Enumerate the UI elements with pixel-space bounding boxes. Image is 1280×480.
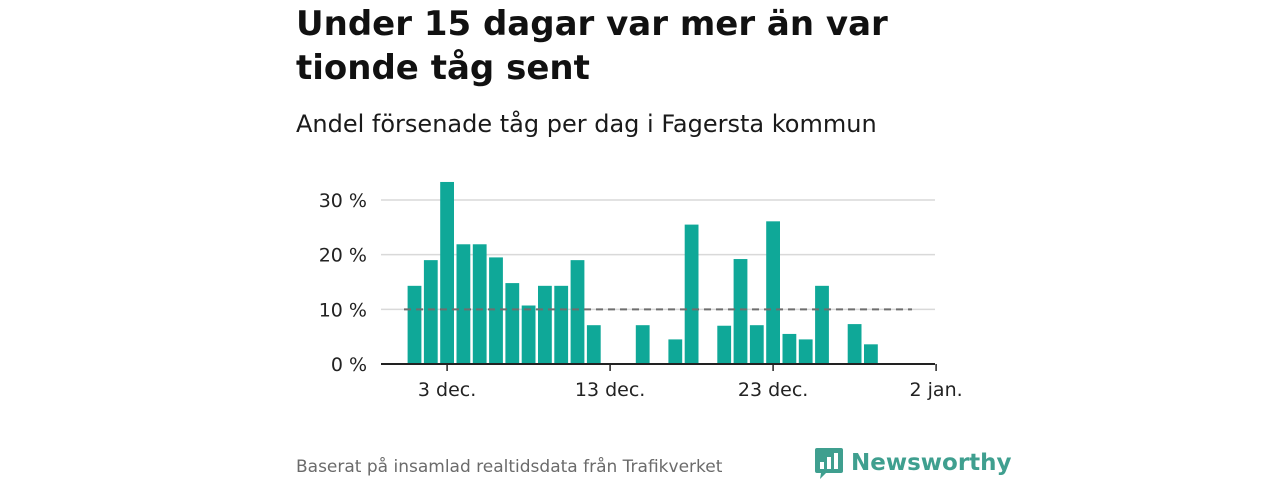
bar <box>815 285 829 364</box>
chart-subtitle: Andel försenade tåg per dag i Fagersta k… <box>296 110 877 138</box>
chart-title: Under 15 dagar var mer än var tionde tåg… <box>296 4 888 88</box>
y-tick-label: 20 % <box>319 245 367 267</box>
bar <box>554 285 569 364</box>
brand-logo[interactable]: Newsworthy <box>814 446 1012 480</box>
bar <box>423 260 438 364</box>
newsworthy-logo-icon <box>815 448 843 479</box>
x-tick-label: 23 dec. <box>738 379 808 401</box>
brand-name: Newsworthy <box>851 450 1012 476</box>
bar <box>586 325 601 364</box>
bar <box>635 325 650 364</box>
bar <box>472 244 487 364</box>
y-tick-label: 10 % <box>319 299 367 321</box>
bar <box>798 339 813 364</box>
bar <box>668 339 683 364</box>
bar <box>864 344 878 364</box>
bar <box>733 259 748 364</box>
bar <box>684 224 699 364</box>
bar <box>766 221 780 364</box>
bar <box>489 257 503 364</box>
bar <box>456 244 471 364</box>
bars <box>407 181 878 364</box>
y-tick-label: 0 % <box>331 354 367 376</box>
y-tick-label: 30 % <box>319 190 367 212</box>
x-tick-label: 3 dec. <box>418 379 476 401</box>
bar <box>521 305 536 364</box>
bar <box>717 325 732 364</box>
bar <box>505 283 520 364</box>
y-axis-ticks: 0 % 10 % 20 % 30 % <box>319 190 367 376</box>
source-note: Baserat på insamlad realtidsdata från Tr… <box>296 457 723 477</box>
bar <box>407 285 422 364</box>
x-axis-ticks: 3 dec. 13 dec. 23 dec. 2 jan. <box>418 364 963 401</box>
bar <box>782 333 797 364</box>
bar <box>440 181 454 364</box>
x-tick-label: 13 dec. <box>575 379 645 401</box>
x-tick-label: 2 jan. <box>910 379 963 401</box>
bar <box>847 324 862 364</box>
bar <box>538 285 552 364</box>
bar <box>749 325 764 364</box>
bar <box>570 260 585 364</box>
